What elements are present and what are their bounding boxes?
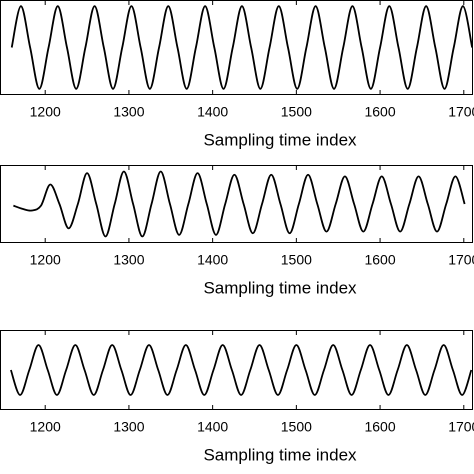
x-tick-label: 1200 [30,419,61,435]
x-tick-label: 1500 [281,252,312,268]
plot-frame [0,165,473,243]
x-tick-label: 1400 [197,104,228,120]
x-tick-label: 1600 [364,419,395,435]
x-tick-label: 1300 [113,104,144,120]
x-tick-label: 1400 [197,252,228,268]
data-line [10,5,474,90]
x-tick-label: 1700 [448,252,474,268]
x-tick-label: 1700 [448,104,474,120]
x-axis-label: Sampling time index [203,278,357,297]
x-axis-label: Sampling time index [203,445,357,464]
x-axis-label: Sampling time index [203,130,357,149]
x-tick-label: 1200 [30,252,61,268]
data-line [10,344,473,396]
plot-frame [0,0,473,95]
x-tick-label: 1300 [113,252,144,268]
x-tick-label: 1600 [364,252,395,268]
data-line [13,170,466,238]
x-tick-label: 1500 [281,104,312,120]
x-tick-label: 1700 [448,419,474,435]
x-tick-label: 1500 [281,419,312,435]
x-tick-label: 1600 [364,104,395,120]
plot-frame [0,330,473,410]
x-tick-label: 1400 [197,419,228,435]
x-tick-label: 1200 [30,104,61,120]
x-tick-label: 1300 [113,419,144,435]
